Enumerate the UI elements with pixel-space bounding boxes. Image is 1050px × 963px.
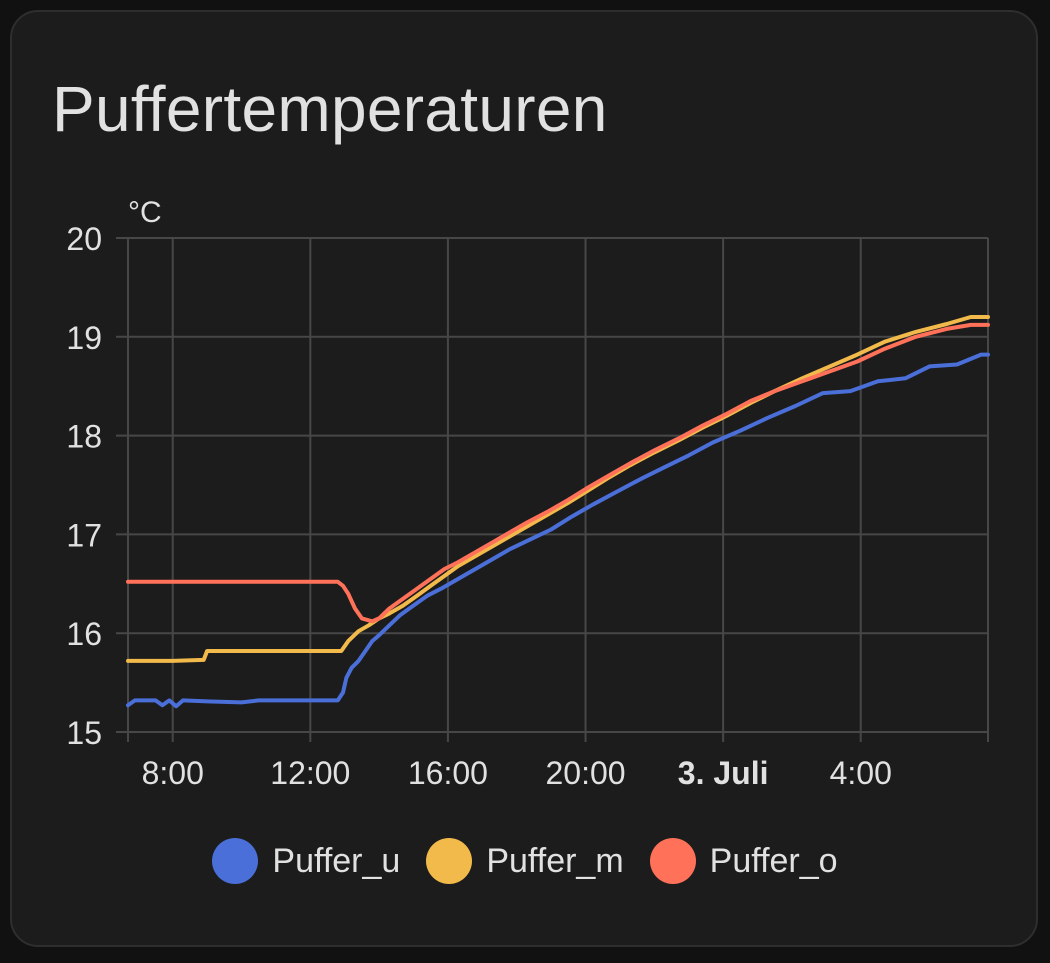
legend-label-puffer-o: Puffer_o bbox=[709, 841, 838, 880]
legend-item-puffer-u[interactable]: Puffer_u bbox=[212, 838, 400, 884]
y-tick-label-19: 19 bbox=[66, 320, 102, 356]
series-line-puffer-o[interactable] bbox=[126, 322, 990, 624]
y-tick-label-16: 16 bbox=[66, 616, 102, 652]
legend-label-puffer-m: Puffer_m bbox=[486, 841, 624, 880]
chart-card bbox=[10, 10, 1038, 947]
x-tick-label-12-00: 12:00 bbox=[270, 755, 350, 791]
y-tick-label-15: 15 bbox=[66, 715, 102, 751]
x-tick-label-16-00: 16:00 bbox=[408, 755, 488, 791]
series-line-puffer-m[interactable] bbox=[126, 315, 990, 663]
y-axis-unit-label: °C bbox=[128, 196, 162, 229]
legend-swatch-puffer-m bbox=[426, 838, 473, 884]
y-tick-label-20: 20 bbox=[66, 221, 102, 257]
x-tick-label-3-juli: 3. Juli bbox=[678, 755, 769, 791]
legend-swatch-puffer-u bbox=[212, 838, 259, 884]
y-tick-label-17: 17 bbox=[66, 517, 102, 553]
chart-grid bbox=[116, 237, 989, 742]
chart-legend: Puffer_u Puffer_m Puffer_o bbox=[0, 838, 1050, 884]
x-axis-ticks: 8:00 12:00 16:00 20:00 3. Juli 4:00 bbox=[142, 755, 892, 791]
legend-item-puffer-m[interactable]: Puffer_m bbox=[426, 838, 624, 884]
y-tick-label-18: 18 bbox=[66, 419, 102, 455]
chart-series-lines[interactable] bbox=[126, 315, 990, 709]
x-tick-label-8-00: 8:00 bbox=[142, 755, 204, 791]
x-tick-label-20-00: 20:00 bbox=[545, 755, 625, 791]
card-title: Puffertemperaturen bbox=[52, 73, 608, 145]
legend-swatch-puffer-o bbox=[649, 838, 696, 884]
legend-item-puffer-o[interactable]: Puffer_o bbox=[649, 838, 838, 884]
legend-label-puffer-u: Puffer_u bbox=[272, 841, 401, 880]
x-tick-label-4-00: 4:00 bbox=[830, 755, 892, 791]
series-line-puffer-u[interactable] bbox=[126, 352, 990, 709]
y-axis-ticks: 15 16 17 18 19 20 bbox=[66, 221, 102, 751]
